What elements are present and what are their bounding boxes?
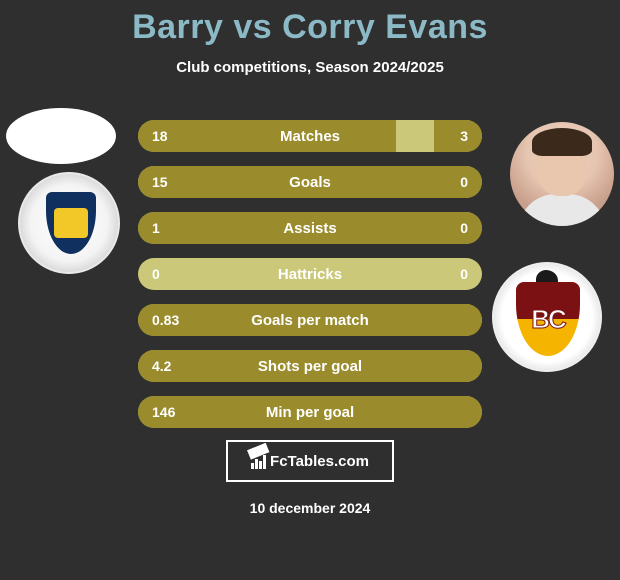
- player-right-avatar: [510, 122, 614, 226]
- stat-row: 4.2Shots per goal: [138, 350, 482, 382]
- stat-label: Assists: [138, 220, 482, 237]
- stat-label: Shots per goal: [138, 358, 482, 375]
- stat-row: 150Goals: [138, 166, 482, 198]
- stat-label: Matches: [138, 128, 482, 145]
- stat-label: Min per goal: [138, 404, 482, 421]
- stat-label: Hattricks: [138, 266, 482, 283]
- brand-logo[interactable]: FcTables.com: [226, 440, 394, 482]
- chart-icon: [251, 453, 266, 469]
- brand-text: FcTables.com: [270, 453, 369, 470]
- stat-label: Goals per match: [138, 312, 482, 329]
- crest-right-text: BC: [531, 304, 565, 335]
- stat-row: 10Assists: [138, 212, 482, 244]
- stat-row: 183Matches: [138, 120, 482, 152]
- stat-row: 0.83Goals per match: [138, 304, 482, 336]
- stats-container: 183Matches 150Goals 10Assists 00Hattricks 0.…: [138, 120, 482, 442]
- subtitle: Club competitions, Season 2024/2025: [0, 59, 620, 76]
- club-crest-left: [18, 172, 120, 274]
- club-crest-right: BC: [492, 262, 602, 372]
- stat-label: Goals: [138, 174, 482, 191]
- date-label: 10 december 2024: [0, 500, 620, 516]
- stat-row: 00Hattricks: [138, 258, 482, 290]
- page-title: Barry vs Corry Evans: [0, 0, 620, 47]
- stat-row: 146Min per goal: [138, 396, 482, 428]
- player-left-avatar: [6, 108, 116, 164]
